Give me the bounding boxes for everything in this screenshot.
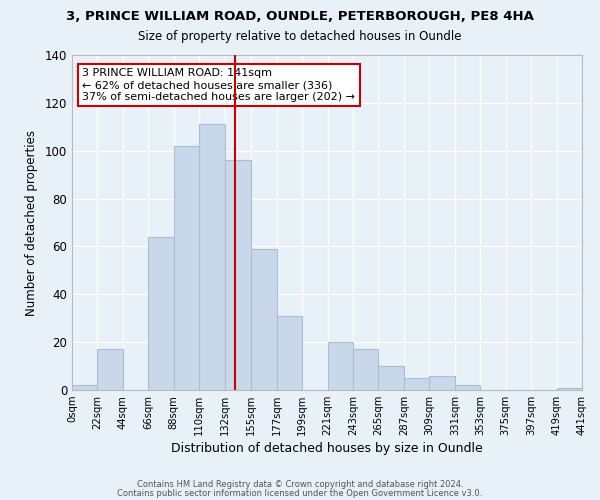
Text: Size of property relative to detached houses in Oundle: Size of property relative to detached ho…	[138, 30, 462, 43]
Text: 3, PRINCE WILLIAM ROAD, OUNDLE, PETERBOROUGH, PE8 4HA: 3, PRINCE WILLIAM ROAD, OUNDLE, PETERBOR…	[66, 10, 534, 23]
Bar	[199, 124, 224, 390]
Bar	[72, 385, 97, 390]
Bar	[97, 350, 123, 390]
Bar	[174, 146, 199, 390]
Bar	[404, 378, 430, 390]
Bar	[455, 385, 480, 390]
Bar	[148, 237, 174, 390]
Text: Contains HM Land Registry data © Crown copyright and database right 2024.: Contains HM Land Registry data © Crown c…	[137, 480, 463, 489]
Bar	[277, 316, 302, 390]
Text: Contains public sector information licensed under the Open Government Licence v3: Contains public sector information licen…	[118, 488, 482, 498]
Bar	[430, 376, 455, 390]
Bar	[224, 160, 251, 390]
X-axis label: Distribution of detached houses by size in Oundle: Distribution of detached houses by size …	[171, 442, 483, 455]
Bar	[251, 249, 277, 390]
Bar	[328, 342, 353, 390]
Y-axis label: Number of detached properties: Number of detached properties	[25, 130, 38, 316]
Bar	[379, 366, 404, 390]
Bar	[353, 350, 379, 390]
Text: 3 PRINCE WILLIAM ROAD: 141sqm
← 62% of detached houses are smaller (336)
37% of : 3 PRINCE WILLIAM ROAD: 141sqm ← 62% of d…	[82, 68, 355, 102]
Bar	[557, 388, 582, 390]
